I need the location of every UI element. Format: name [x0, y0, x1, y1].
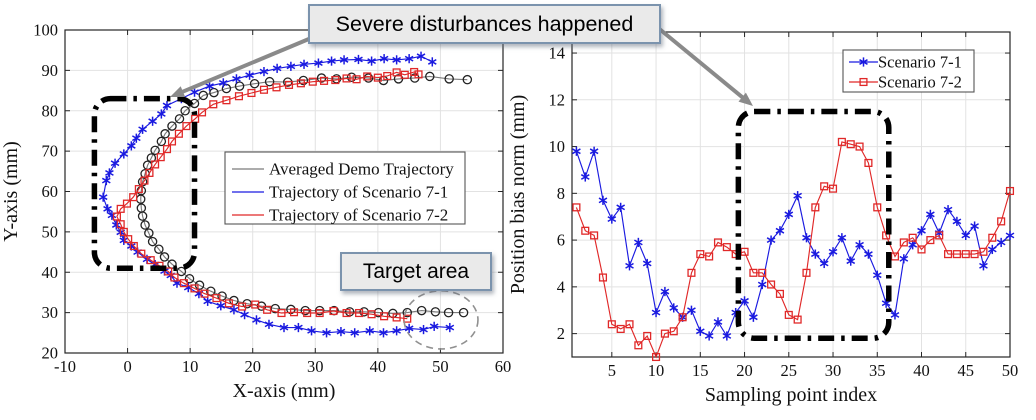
trajectory-chart-ytick: 40 — [42, 263, 59, 282]
target-area-callout: Target area — [340, 252, 492, 291]
trajectory-chart-ytick: 70 — [42, 142, 59, 161]
bias-chart-ylabel: Position bias norm (mm) — [507, 95, 529, 294]
trajectory-chart: -10 0 10 20 30 40 50 60 20 30 40 50 60 70 80 90 100 X-axi… — [0, 21, 511, 403]
trajectory-chart-xtick: 0 — [123, 357, 131, 376]
trajectory-chart-series-trajectory-of-scenario-7-2 — [112, 67, 423, 323]
legend-item-scenario-7-2: Scenario 7-2 — [849, 73, 962, 92]
target-area-ellipse — [403, 290, 479, 350]
trajectory-chart-xtick: 30 — [307, 357, 324, 376]
legend-item-trajectory-of-scenario-7-2: Trajectory of Scenario 7-2 — [232, 206, 448, 225]
trajectory-chart-xtick: -10 — [54, 357, 76, 376]
bias-chart-xtick: 50 — [1002, 361, 1019, 380]
legend-label-scenario-7-2: Scenario 7-2 — [878, 73, 962, 92]
bias-chart-xtick: 40 — [913, 361, 930, 380]
trajectory-chart-axes: -10 0 10 20 30 40 50 60 20 30 40 50 60 70 80 90 100 — [33, 21, 511, 377]
bias-chart-ytick: 6 — [557, 231, 565, 250]
bias-chart-ytick: 4 — [557, 277, 565, 296]
legend-item-scenario-7-1: Scenario 7-1 — [849, 53, 962, 72]
bias-chart-xtick: 10 — [648, 361, 665, 380]
bias-chart-xtick: 25 — [781, 361, 798, 380]
legend-label-scenario-7-1: Scenario 7-1 — [878, 53, 962, 72]
trajectory-chart-xtick: 60 — [495, 357, 512, 376]
trajectory-chart-legend: Averaged Demo Trajectory Trajectory of Sc… — [224, 151, 466, 225]
trajectory-chart-ytick: 90 — [42, 61, 59, 80]
bias-chart-ytick: 8 — [557, 184, 565, 203]
trajectory-chart-ytick: 80 — [42, 101, 59, 120]
trajectory-chart-ytick: 100 — [33, 21, 58, 40]
disturbance-callout: Severe disturbances happened — [308, 4, 661, 44]
legend-label-averaged-demo-trajectory: Averaged Demo Trajectory — [269, 160, 454, 179]
bias-chart-series-scenario-7-2 — [572, 137, 1015, 362]
bias-chart-xlabel: Sampling point index — [705, 384, 877, 406]
trajectory-chart-ytick: 60 — [42, 182, 59, 201]
trajectory-chart-xlabel: X-axis (mm) — [233, 380, 336, 402]
bias-chart-xtick: 35 — [869, 361, 886, 380]
legend-label-trajectory-of-scenario-7-2: Trajectory of Scenario 7-2 — [269, 206, 448, 225]
trajectory-chart-ytick: 30 — [42, 303, 59, 322]
trajectory-chart-ytick: 20 — [42, 344, 59, 363]
legend-item-trajectory-of-scenario-7-1: Trajectory of Scenario 7-1 — [232, 183, 448, 202]
bias-chart-ytick: 14 — [549, 44, 566, 63]
bias-chart-ytick: 2 — [557, 324, 565, 343]
arrow-to-left-chart — [170, 34, 317, 97]
arrow-to-right-chart — [655, 25, 753, 106]
trajectory-chart-ylabel: Y-axis (mm) — [0, 141, 22, 242]
bias-chart-series-scenario-7-1 — [572, 146, 1015, 341]
trajectory-chart-disturbance-highlight-box — [91, 95, 198, 271]
bias-chart-ytick: 10 — [549, 137, 566, 156]
trajectory-chart-xtick: 40 — [370, 357, 387, 376]
bias-chart-xtick: 20 — [736, 361, 753, 380]
bias-chart-ytick: 12 — [549, 90, 566, 109]
bias-chart-xtick: 5 — [608, 361, 616, 380]
bias-chart-xtick: 30 — [825, 361, 842, 380]
bias-chart-disturbance-highlight-box — [735, 108, 892, 342]
trajectory-chart-ytick: 50 — [42, 222, 59, 241]
legend-label-trajectory-of-scenario-7-1: Trajectory of Scenario 7-1 — [269, 183, 448, 202]
bias-chart: 5 10 15 20 25 30 35 40 45 50 2 4 6 8 10 12 14 Sampling po… — [507, 31, 1019, 406]
trajectory-chart-plot-border — [64, 29, 504, 354]
legend-item-averaged-demo-trajectory: Averaged Demo Trajectory — [232, 160, 454, 179]
bias-chart-xtick: 15 — [692, 361, 709, 380]
trajectory-chart-xtick: 10 — [182, 357, 199, 376]
bias-chart-xtick: 45 — [958, 361, 975, 380]
trajectory-chart-xtick: 50 — [432, 357, 449, 376]
trajectory-chart-xtick: 20 — [244, 357, 261, 376]
